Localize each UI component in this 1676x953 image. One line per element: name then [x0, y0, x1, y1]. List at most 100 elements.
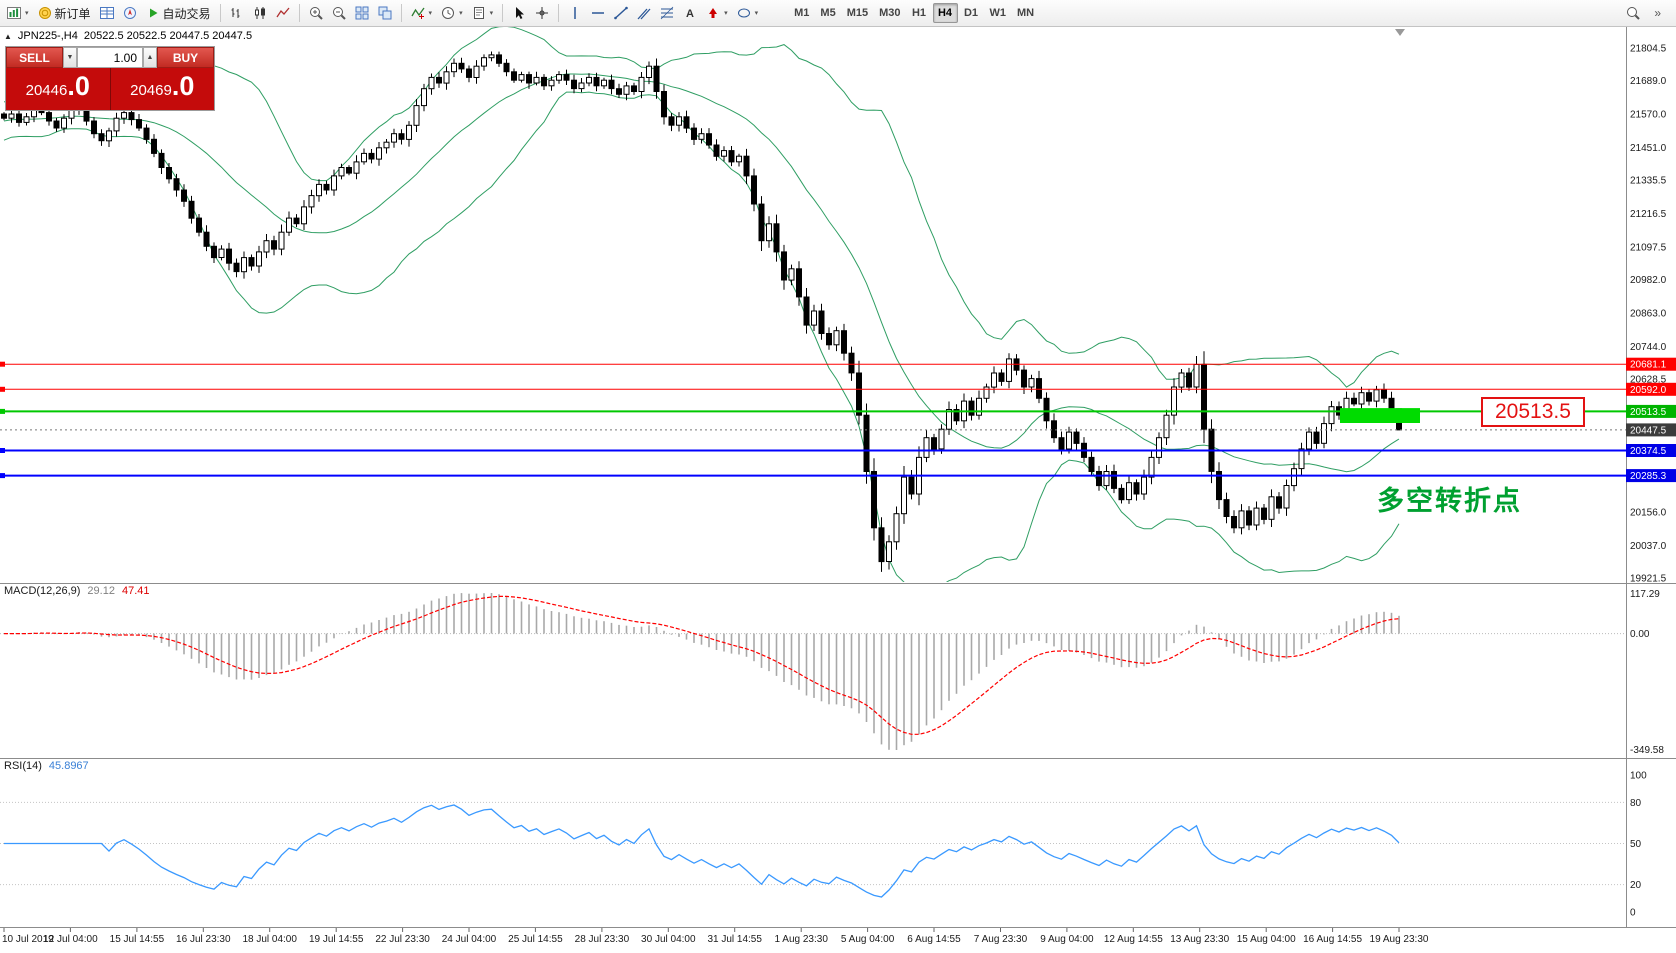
svg-text:80: 80 — [1630, 798, 1642, 809]
periods-button[interactable]: ▾ — [437, 2, 467, 24]
macd-pane — [0, 593, 1626, 750]
svg-text:6 Aug 14:55: 6 Aug 14:55 — [907, 934, 961, 945]
crosshair-tool-button[interactable] — [531, 2, 553, 24]
template-icon — [473, 7, 484, 19]
new-order-label: 新订单 — [54, 6, 91, 21]
trendline-tool-button[interactable] — [610, 2, 632, 24]
sell-price-main: 20446 — [25, 82, 68, 99]
bar-chart-mode-button[interactable] — [226, 2, 248, 24]
timeframe-m15-button[interactable]: M15 — [846, 7, 869, 19]
sell-price[interactable]: 20446 .0 — [6, 68, 111, 110]
chart-area: 21804.5 21689.0 21570.0 21451.0 21335.5 21216… — [0, 27, 1676, 953]
svg-text:20374.5: 20374.5 — [1630, 446, 1667, 457]
timeframe-m5-button[interactable]: M5 — [820, 7, 836, 19]
chart-shift-marker-icon — [1395, 29, 1405, 36]
macd-value-signal: 47.41 — [121, 585, 150, 597]
channel-tool-button[interactable] — [633, 2, 655, 24]
cascade-windows-button[interactable] — [374, 2, 396, 24]
market-watch-button[interactable] — [96, 2, 118, 24]
volume-increase-button[interactable]: ▲ — [143, 47, 157, 68]
price-chart[interactable]: 21804.5 21689.0 21570.0 21451.0 21335.5 21216… — [0, 27, 1676, 953]
timeframe-group: M1 M5 M15 M30 H1 H4 D1 W1 MN — [789, 3, 1039, 23]
timeframe-w1-button[interactable]: W1 — [989, 7, 1007, 19]
sell-button[interactable]: SELL — [6, 47, 63, 68]
indicators-button[interactable]: ▾ — [407, 2, 437, 24]
new-order-button[interactable]: 新订单 — [34, 2, 95, 24]
rsi-line — [4, 804, 1400, 898]
templates-button[interactable]: ▾ — [468, 2, 498, 24]
svg-text:20863.0: 20863.0 — [1630, 309, 1667, 320]
svg-text:12 Jul 04:00: 12 Jul 04:00 — [43, 934, 98, 945]
rsi-pane — [0, 801, 1626, 898]
arrows-tool-button[interactable]: ▾ — [702, 2, 732, 24]
timeframe-h1-button[interactable]: H1 — [911, 7, 927, 19]
trade-panel-controls: SELL ▼ 1.00 ▲ BUY — [6, 47, 214, 68]
svg-text:28 Jul 23:30: 28 Jul 23:30 — [575, 934, 630, 945]
svg-text:0: 0 — [1630, 908, 1636, 919]
svg-text:19 Jul 14:55: 19 Jul 14:55 — [309, 934, 364, 945]
search-icon — [1627, 7, 1641, 20]
svg-text:21570.0: 21570.0 — [1630, 110, 1667, 121]
macd-name: MACD(12,26,9) — [4, 585, 81, 597]
svg-text:20744.0: 20744.0 — [1630, 342, 1667, 353]
svg-text:21689.0: 21689.0 — [1630, 76, 1667, 87]
buy-button[interactable]: BUY — [157, 47, 214, 68]
buy-price[interactable]: 20469 .0 — [111, 68, 215, 110]
svg-text:1 Aug 23:30: 1 Aug 23:30 — [775, 934, 829, 945]
volume-decrease-button[interactable]: ▼ — [63, 47, 77, 68]
tile-windows-button[interactable] — [351, 2, 373, 24]
svg-text:15 Jul 14:55: 15 Jul 14:55 — [110, 934, 165, 945]
timeframe-m1-button[interactable]: M1 — [794, 7, 810, 19]
candlestick-mode-button[interactable] — [249, 2, 271, 24]
auto-trading-icon — [149, 8, 158, 18]
text-tool-button[interactable]: A — [679, 2, 701, 24]
horizontal-line-tool-button[interactable] — [587, 2, 609, 24]
svg-text:16 Jul 23:30: 16 Jul 23:30 — [176, 934, 231, 945]
expand-data-icon[interactable]: ▲ — [4, 31, 12, 41]
svg-text:21335.5: 21335.5 — [1630, 176, 1667, 187]
macd-axis-labels: 117.29 0.00 -349.58 — [1630, 589, 1664, 756]
timeframe-mn-button[interactable]: MN — [1017, 7, 1035, 19]
navigator-button[interactable] — [119, 2, 141, 24]
chevron-down-icon: ▾ — [489, 10, 494, 17]
highlight-rectangle[interactable] — [1340, 408, 1420, 423]
text-icon: A — [686, 8, 694, 20]
svg-text:13 Aug 23:30: 13 Aug 23:30 — [1170, 934, 1229, 945]
zoom-in-button[interactable] — [305, 2, 327, 24]
buy-price-main: 20469 — [130, 82, 172, 99]
line-chart-mode-button[interactable] — [272, 2, 294, 24]
cursor-icon — [516, 7, 525, 19]
timeframe-h4-button[interactable]: H4 — [932, 3, 958, 23]
shapes-tool-button[interactable]: ▾ — [733, 2, 763, 24]
price-level-callout[interactable]: 20513.5 — [1481, 397, 1585, 427]
rsi-axis-labels: 100 80 50 20 0 — [1630, 771, 1647, 919]
search-button[interactable] — [1622, 2, 1644, 24]
svg-text:20447.5: 20447.5 — [1630, 425, 1667, 436]
svg-text:21804.5: 21804.5 — [1630, 44, 1667, 55]
chevron-down-icon: ▾ — [459, 10, 463, 17]
toolbar-overflow-button[interactable]: » — [1646, 2, 1669, 24]
cursor-tool-button[interactable] — [508, 2, 530, 24]
svg-text:19 Aug 23:30: 19 Aug 23:30 — [1370, 934, 1429, 945]
auto-trading-label: 自动交易 — [162, 6, 211, 21]
bar-chart-icon — [231, 8, 240, 18]
new-chart-button[interactable]: ▾ — [3, 2, 33, 24]
timeframe-d1-button[interactable]: D1 — [963, 7, 979, 19]
vertical-line-tool-button[interactable] — [564, 2, 586, 24]
horizontal-line-icon — [592, 12, 605, 14]
price-axis-labels: 21804.5 21689.0 21570.0 21451.0 21335.5 21216… — [1630, 44, 1667, 585]
toolbar-separator — [219, 4, 221, 22]
svg-text:25 Jul 14:55: 25 Jul 14:55 — [508, 934, 563, 945]
svg-text:20513.5: 20513.5 — [1630, 407, 1667, 418]
zoom-out-button[interactable] — [328, 2, 350, 24]
volume-input[interactable]: 1.00 — [77, 47, 143, 68]
crosshair-icon — [536, 7, 549, 19]
rsi-value: 45.8967 — [48, 760, 89, 772]
fibonacci-tool-button[interactable] — [656, 2, 678, 24]
auto-trading-button[interactable]: 自动交易 — [142, 2, 215, 24]
annotation-text[interactable]: 多空转折点 — [1377, 486, 1522, 516]
macd-signal-line — [4, 595, 1400, 735]
timeframe-m30-button[interactable]: M30 — [879, 7, 901, 19]
svg-text:31 Jul 14:55: 31 Jul 14:55 — [707, 934, 762, 945]
